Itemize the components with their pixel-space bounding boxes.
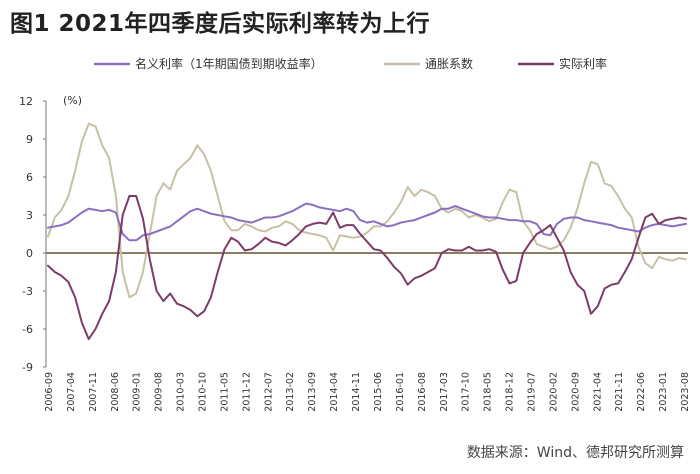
legend-label: 实际利率 <box>559 56 607 71</box>
inflation-factor-line <box>47 122 687 299</box>
x-tick-label: 2011-12 <box>241 372 252 412</box>
data-source-note: 数据来源：Wind、德邦研究所测算 <box>466 445 684 461</box>
y-tick-label: -9 <box>22 361 33 374</box>
x-tick-label: 2019-07 <box>526 372 537 412</box>
y-tick-label: 9 <box>26 133 33 146</box>
real-rate-line <box>47 195 687 341</box>
legend: 名义利率（1年期国债到期收益率） 通胀系数 实际利率 <box>94 56 607 71</box>
y-tick-label: 3 <box>26 209 33 222</box>
chart-title: 图1 2021年四季度后实际利率转为上行 <box>10 11 431 37</box>
x-tick-label: 2021-04 <box>592 372 603 412</box>
x-tick-label: 2014-11 <box>351 372 362 412</box>
x-tick-label: 2017-10 <box>461 372 472 412</box>
x-tick-label: 2023-08 <box>680 372 691 412</box>
x-tick-label: 2009-08 <box>154 372 165 412</box>
x-tick-label: 2016-01 <box>395 372 406 412</box>
x-tick-label: 2022-06 <box>636 372 647 412</box>
y-tick-label: 6 <box>26 171 33 184</box>
x-tick-label: 2018-05 <box>483 372 494 412</box>
y-tick-label: -6 <box>22 323 33 336</box>
x-tick-label: 2013-02 <box>285 372 296 412</box>
x-tick-label: 2018-12 <box>505 372 516 412</box>
x-tick-label: 2012-07 <box>263 372 274 412</box>
y-tick-label: 12 <box>19 95 33 108</box>
x-tick-label: 2023-01 <box>658 372 669 412</box>
y-tick-label: 0 <box>26 247 33 260</box>
legend-real-rate: 实际利率 <box>518 56 607 71</box>
y-tick-label: -3 <box>22 285 33 298</box>
x-tick-label: 2008-06 <box>110 372 121 412</box>
axes: (%) 12 9 6 3 0 -3 -6 -9 2006-09 2007-04 2007-11 2008… <box>19 94 691 412</box>
legend-label: 名义利率（1年期国债到期收益率） <box>135 56 323 71</box>
x-tick-label: 2010-03 <box>176 372 187 412</box>
x-tick-label: 2020-09 <box>570 372 581 412</box>
x-tick-label: 2017-03 <box>439 372 450 412</box>
x-tick-label: 2020-02 <box>548 372 559 412</box>
x-tick-label: 2014-04 <box>329 372 340 412</box>
x-tick-label: 2015-06 <box>373 372 384 412</box>
y-unit-label: (%) <box>63 94 82 107</box>
x-tick-label: 2009-01 <box>132 372 143 412</box>
x-tick-label: 2006-09 <box>44 372 55 412</box>
x-tick-label: 2016-08 <box>417 372 428 412</box>
x-tick-label: 2007-04 <box>66 372 77 412</box>
x-tick-label: 2021-11 <box>614 372 625 412</box>
legend-label: 通胀系数 <box>425 56 473 71</box>
x-tick-label: 2010-10 <box>198 372 209 412</box>
x-tick-label: 2011-05 <box>219 372 230 412</box>
legend-inflation-factor: 通胀系数 <box>384 56 473 71</box>
plot-lines <box>47 122 687 341</box>
legend-nominal-rate: 名义利率（1年期国债到期收益率） <box>94 56 323 71</box>
nominal-rate-line <box>47 202 687 242</box>
x-tick-label: 2007-11 <box>88 372 99 412</box>
x-tick-label: 2013-09 <box>307 372 318 412</box>
